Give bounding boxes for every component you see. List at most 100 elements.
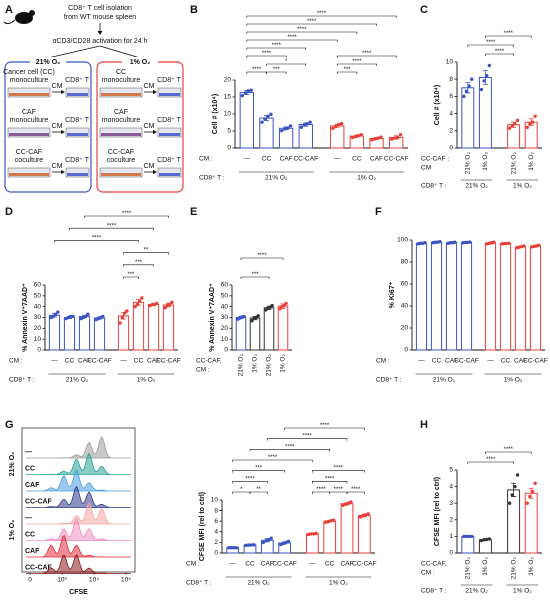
category-label: — xyxy=(487,358,494,365)
well xyxy=(99,87,143,98)
bar xyxy=(415,242,428,351)
data-point xyxy=(279,542,283,547)
y-tick-label: 10 xyxy=(211,497,219,504)
data-point xyxy=(361,514,365,518)
group-label: 21% O₂ xyxy=(265,175,288,182)
row-label: CD8⁺ T : xyxy=(421,183,447,190)
histogram-label: CC xyxy=(25,465,35,472)
data-point xyxy=(438,239,442,244)
well xyxy=(65,127,90,138)
significance-label: **** xyxy=(486,457,496,463)
significance-bracket xyxy=(246,31,358,34)
row-label: CM : xyxy=(186,561,200,568)
category-label: CC-CAF xyxy=(352,561,377,568)
data-point xyxy=(482,538,486,542)
data-point xyxy=(56,310,60,314)
bar xyxy=(93,317,106,351)
mouse-icon xyxy=(15,12,33,24)
data-point xyxy=(485,537,489,542)
data-point xyxy=(334,124,338,129)
bar xyxy=(484,242,497,351)
data-point xyxy=(513,122,517,126)
well xyxy=(99,127,143,138)
data-point xyxy=(359,133,363,137)
data-point xyxy=(118,321,122,325)
data-point xyxy=(308,120,312,124)
histogram-label: CC-CAF xyxy=(25,564,53,571)
panel-label: A xyxy=(5,4,13,16)
data-point xyxy=(453,240,457,244)
condition-label: 21% O₂ xyxy=(36,59,61,66)
significance-label: **** xyxy=(268,455,278,461)
y-tick-label: 0 xyxy=(227,145,231,152)
target-text: CD8⁺ T xyxy=(65,117,90,124)
data-point xyxy=(284,540,288,545)
y-tick-label: 15 xyxy=(224,94,232,101)
group-label: 1% O₂ xyxy=(357,175,376,182)
category-label: — xyxy=(244,156,251,163)
significance-bracket xyxy=(336,71,358,74)
significance-label: **** xyxy=(92,235,102,241)
panel-label: H xyxy=(420,419,428,431)
y-tick-label: 2 xyxy=(449,128,453,135)
significance-bracket xyxy=(267,438,348,441)
data-point xyxy=(86,312,90,316)
category-label: CAF xyxy=(514,358,527,365)
label-bg xyxy=(122,57,158,67)
data-point xyxy=(51,314,56,319)
significance-label: **** xyxy=(362,51,372,57)
data-point xyxy=(227,546,231,550)
significance-label: **** xyxy=(262,51,272,57)
target-text: CD8⁺ T xyxy=(157,157,182,164)
data-point xyxy=(537,243,541,247)
data-point xyxy=(261,540,266,545)
data-point xyxy=(266,538,271,542)
category-label: CAF xyxy=(261,561,274,568)
arrow-head xyxy=(153,130,157,134)
y-tick-label: 4 xyxy=(214,529,218,536)
data-point xyxy=(229,546,234,550)
significance-label: * xyxy=(285,59,288,65)
x-tick-label: 10⁵ xyxy=(121,577,131,584)
y-axis-label: % Annexin V⁺7AAD⁺ xyxy=(22,283,29,352)
significance-bracket xyxy=(84,215,169,218)
arrow-head xyxy=(153,90,157,94)
histogram xyxy=(26,535,131,558)
source-text: monoculture xyxy=(102,117,141,124)
category-label: CAF xyxy=(280,156,293,163)
data-point xyxy=(242,314,246,319)
bar xyxy=(277,305,289,351)
histogram-label: — xyxy=(25,449,32,456)
mouse-icon xyxy=(29,10,35,16)
histogram xyxy=(26,554,131,574)
significance-bracket xyxy=(312,470,365,473)
bar xyxy=(305,533,319,554)
well xyxy=(157,127,182,138)
category-label: 1% O₂ xyxy=(482,152,489,171)
panel-label: F xyxy=(375,206,382,218)
y-axis-label: Cell # (x10⁴) xyxy=(212,94,219,134)
source-text: monoculture xyxy=(102,77,141,84)
y-tick-label: 50 xyxy=(34,293,42,300)
data-point xyxy=(270,303,274,308)
data-point xyxy=(120,315,125,320)
y-tick-label: 40 xyxy=(34,303,42,310)
category-label: CC xyxy=(65,358,75,365)
data-point xyxy=(363,513,368,517)
data-point xyxy=(135,302,140,307)
data-point xyxy=(155,301,159,306)
significance-label: * xyxy=(240,487,243,493)
row-label: CM : xyxy=(199,156,213,163)
cells xyxy=(67,173,88,176)
row-label: CD8⁺ T : xyxy=(376,377,402,384)
y-tick-label: 40 xyxy=(401,303,409,310)
significance-bracket xyxy=(54,240,139,243)
data-point xyxy=(393,136,397,140)
arrow-text: CM xyxy=(144,163,155,170)
data-point xyxy=(246,89,250,93)
data-point xyxy=(302,123,307,127)
significance-label: **** xyxy=(334,466,344,472)
arrow-head xyxy=(61,130,65,134)
y-tick-label: 0 xyxy=(449,550,453,557)
category-label: CC xyxy=(245,561,255,568)
